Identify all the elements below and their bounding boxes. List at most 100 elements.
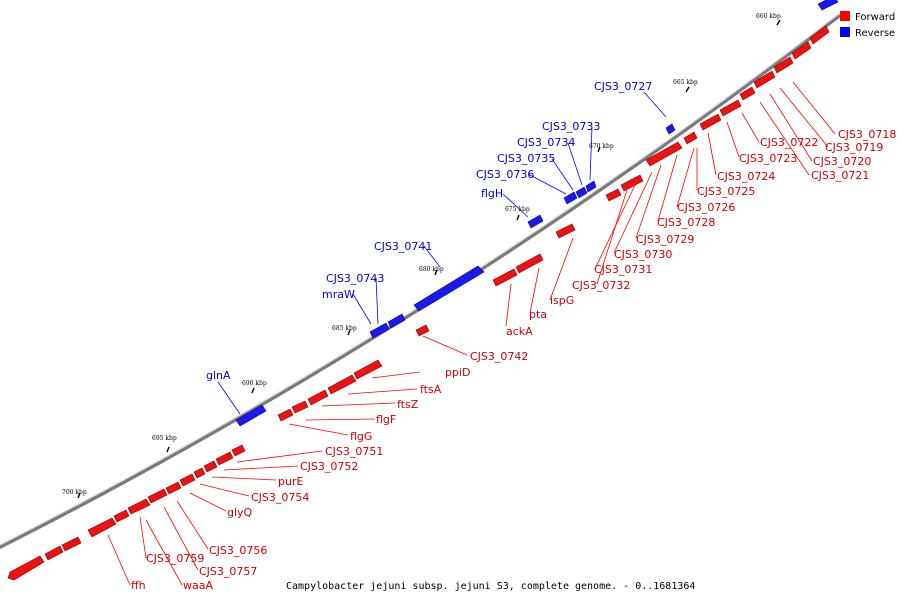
gene-arrow[interactable]	[605, 188, 622, 202]
gene-arrow[interactable]	[739, 86, 756, 101]
gene-label-glyq[interactable]: glyQ	[227, 506, 253, 519]
gene-label-cjs3-0735[interactable]: CJS3_0735	[497, 152, 555, 165]
gene-label-cjs3-0726[interactable]: CJS3_0726	[677, 201, 735, 214]
gene-arrow[interactable]	[527, 214, 544, 229]
gene-label-flgg[interactable]: flgG	[350, 430, 372, 443]
gene-label-ffh[interactable]: ffh	[131, 579, 146, 592]
gene-arrow[interactable]	[817, 0, 839, 11]
gene-label-cjs3-0720[interactable]: CJS3_0720	[813, 155, 871, 168]
gene-label-pure[interactable]: purE	[278, 475, 303, 488]
gene-label-cjs3-0751[interactable]: CJS3_0751	[325, 445, 383, 458]
gene-arrow[interactable]	[809, 25, 830, 45]
genome-caption: Campylobacter jejuni subsp. jejuni S3, c…	[286, 581, 695, 592]
gene-label-mraw[interactable]: mraW	[322, 288, 355, 301]
gene-arrow[interactable]	[665, 123, 676, 135]
gene-arrow[interactable]	[147, 488, 168, 504]
gene-label-cjs3-0723[interactable]: CJS3_0723	[739, 152, 797, 165]
forward-genes	[7, 25, 830, 581]
gene-label-cjs3-0754[interactable]: CJS3_0754	[251, 491, 309, 504]
gene-label-cjs3-0733[interactable]: CJS3_0733	[542, 120, 600, 133]
gene-label-cjs3-0719[interactable]: CJS3_0719	[825, 141, 883, 154]
gene-arrow[interactable]	[683, 131, 698, 145]
gene-label-cjs3-0718[interactable]: CJS3_0718	[838, 128, 896, 141]
gene-arrow[interactable]	[753, 70, 776, 89]
gene-arrow[interactable]	[773, 56, 794, 74]
gene-label-ftsz[interactable]: ftsZ	[397, 398, 419, 411]
gene-arrow[interactable]	[235, 404, 267, 427]
gene-label-cjs3-0730[interactable]: CJS3_0730	[614, 248, 672, 261]
gene-arrow[interactable]	[203, 460, 218, 473]
gene-arrow[interactable]	[563, 191, 578, 205]
tick-labels: 660 kbp 665 kbp 670 kbp 675 kbp 680 kbp …	[62, 13, 781, 496]
gene-arrow[interactable]	[113, 509, 130, 523]
gene-arrow[interactable]	[415, 324, 430, 337]
legend-reverse-label: Reverse	[855, 28, 895, 39]
gene-arrow[interactable]	[699, 113, 722, 131]
gene-label-flgf[interactable]: flgF	[376, 413, 396, 426]
gene-arrow[interactable]	[369, 322, 390, 339]
gene-label-cjs3-0732[interactable]: CJS3_0732	[572, 279, 630, 292]
legend: Forward Reverse	[840, 11, 895, 39]
gene-arrow[interactable]	[515, 253, 544, 274]
gene-label-waaa[interactable]: waaA	[183, 579, 213, 592]
gene-arrow[interactable]	[791, 41, 812, 60]
gene-label-cjs3-0725[interactable]: CJS3_0725	[697, 185, 755, 198]
gene-arrow[interactable]	[387, 313, 406, 329]
tick-label: 690 kbp	[242, 380, 267, 387]
gene-arrow[interactable]	[179, 473, 196, 487]
gene-label-ftsa[interactable]: ftsA	[420, 383, 442, 396]
reverse-leaders	[217, 91, 667, 415]
gene-label-cjs3-0731[interactable]: CJS3_0731	[594, 263, 652, 276]
gene-arrow[interactable]	[492, 268, 518, 287]
gene-label-flgh[interactable]: flgH	[481, 187, 503, 200]
gene-label-pta[interactable]: pta	[529, 308, 547, 321]
gene-label-ppid[interactable]: ppiD	[445, 366, 471, 379]
gene-label-cjs3-0752[interactable]: CJS3_0752	[300, 460, 358, 473]
gene-label-glna[interactable]: glnA	[206, 369, 231, 382]
gene-arrow[interactable]	[620, 174, 644, 192]
gene-label-cjs3-0736[interactable]: CJS3_0736	[476, 168, 534, 181]
gene-arrow[interactable]	[585, 180, 597, 193]
forward-gene-labels: CJS3_0718 CJS3_0719 CJS3_0720 CJS3_0721 …	[131, 128, 896, 592]
gene-arrow[interactable]	[277, 408, 294, 422]
gene-label-cjs3-0729[interactable]: CJS3_0729	[636, 233, 694, 246]
gene-arrow[interactable]	[291, 400, 309, 414]
gene-label-cjs3-0727[interactable]: CJS3_0727	[594, 80, 652, 93]
gene-label-cjs3-0724[interactable]: CJS3_0724	[717, 170, 775, 183]
gene-label-cjs3-0759[interactable]: CJS3_0759	[146, 552, 204, 565]
gene-label-ispg[interactable]: ispG	[550, 294, 574, 307]
gene-arrow[interactable]	[231, 444, 246, 457]
genome-backbone-highlight	[0, 12, 841, 546]
gene-arrow[interactable]	[575, 186, 588, 199]
gene-arrow[interactable]	[7, 555, 45, 581]
gene-arrow[interactable]	[719, 99, 742, 117]
tick-label: 700 kbp	[62, 489, 87, 496]
reverse-gene-labels: CJS3_0727 CJS3_0733 CJS3_0734 CJS3_0735 …	[206, 80, 652, 382]
gene-label-cjs3-0757[interactable]: CJS3_0757	[199, 565, 257, 578]
gene-arrow[interactable]	[61, 536, 82, 552]
gene-label-cjs3-0743[interactable]: CJS3_0743	[326, 272, 384, 285]
gene-arrow[interactable]	[307, 389, 329, 406]
gene-arrow[interactable]	[645, 141, 683, 167]
gene-arrow[interactable]	[327, 374, 357, 395]
gene-arrow[interactable]	[87, 517, 117, 538]
gene-label-cjs3-0756[interactable]: CJS3_0756	[209, 544, 267, 557]
gene-label-acka[interactable]: ackA	[506, 325, 533, 338]
gene-label-cjs3-0741[interactable]: CJS3_0741	[374, 240, 432, 253]
gene-arrow[interactable]	[353, 359, 383, 380]
tick-label: 685 kbp	[332, 325, 357, 332]
gene-arrow[interactable]	[215, 451, 234, 466]
gene-arrow[interactable]	[413, 265, 485, 312]
gene-arrow[interactable]	[44, 545, 64, 561]
gene-arrow[interactable]	[127, 498, 151, 515]
gene-arrow[interactable]	[165, 481, 182, 495]
gene-label-cjs3-0722[interactable]: CJS3_0722	[760, 136, 818, 149]
gene-arrow[interactable]	[193, 467, 206, 479]
gene-label-cjs3-0734[interactable]: CJS3_0734	[517, 136, 575, 149]
gene-label-cjs3-0721[interactable]: CJS3_0721	[811, 169, 869, 182]
tick-label: 695 kbp	[152, 435, 177, 442]
gene-label-cjs3-0742[interactable]: CJS3_0742	[470, 350, 528, 363]
gene-arrow[interactable]	[555, 223, 576, 239]
gene-label-cjs3-0728[interactable]: CJS3_0728	[657, 216, 715, 229]
